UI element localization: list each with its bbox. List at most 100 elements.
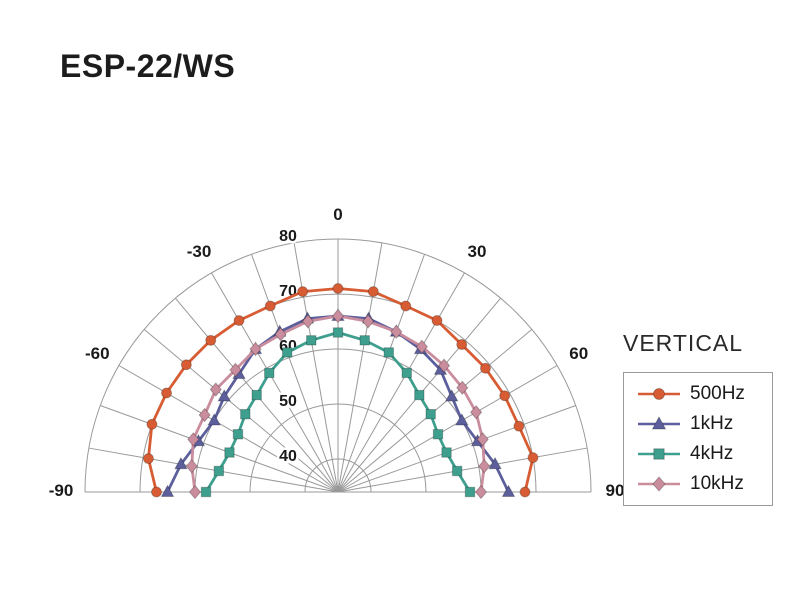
grid-spoke <box>337 254 426 493</box>
series-marker <box>146 418 158 430</box>
angle-tick-label: -60 <box>85 344 110 363</box>
legend: 500Hz 1kHz 4kHz 10kHz <box>623 372 773 506</box>
grid-arc <box>84 238 592 493</box>
series-marker <box>479 362 491 374</box>
series-10kHz <box>185 308 491 500</box>
angle-tick-label: -90 <box>49 481 74 500</box>
legend-item-label: 1kHz <box>690 413 734 434</box>
series-marker <box>425 409 436 420</box>
grid-spoke <box>337 242 383 493</box>
page-title: ESP-22/WS <box>60 48 236 84</box>
series-marker <box>476 432 489 447</box>
legend-item-10khz: 10kHz <box>636 473 760 495</box>
grid-spoke <box>118 365 339 493</box>
series-marker <box>437 358 451 373</box>
circle-marker-icon <box>638 388 680 400</box>
series-marker <box>142 453 154 465</box>
series-marker <box>240 409 251 420</box>
series-marker <box>431 315 443 327</box>
grid-spoke <box>211 272 339 493</box>
series-marker <box>454 412 469 426</box>
series-marker <box>198 407 211 423</box>
series-marker <box>301 314 315 329</box>
series-marker <box>282 347 293 358</box>
series-marker <box>415 339 429 354</box>
series-marker <box>456 380 469 395</box>
series-marker <box>331 308 345 324</box>
series-marker <box>444 389 459 402</box>
series-marker <box>653 448 665 460</box>
series-marker <box>361 314 375 329</box>
angle-tick-label: 60 <box>569 344 588 363</box>
legend-item-label: 4kHz <box>690 443 734 464</box>
series-marker <box>297 286 309 298</box>
series-marker <box>474 484 488 500</box>
series-marker <box>174 456 188 470</box>
angle-tick-label: -30 <box>187 242 212 261</box>
series-marker <box>180 359 192 371</box>
square-marker-icon <box>638 448 680 460</box>
series-marker <box>488 456 502 470</box>
angle-tick-label: 30 <box>468 242 487 261</box>
series-marker <box>207 412 222 426</box>
legend-item-label: 10kHz <box>690 473 744 494</box>
series-marker <box>306 335 317 346</box>
grid-spoke <box>337 404 576 493</box>
grid-arc <box>249 403 427 493</box>
legend-item-500hz: 500Hz <box>636 383 760 405</box>
series-marker <box>251 389 262 401</box>
grid-arc <box>304 458 372 493</box>
series-marker <box>209 382 222 397</box>
grid-spoke <box>337 272 465 493</box>
grid-spoke <box>337 447 588 493</box>
series-marker <box>274 327 287 342</box>
series-marker <box>519 486 531 498</box>
series-marker <box>232 429 244 440</box>
series-marker <box>653 388 665 400</box>
angle-tick-label: 90 <box>606 481 625 500</box>
series-marker <box>160 484 175 497</box>
series-marker <box>501 484 516 497</box>
radial-tick-label: 50 <box>279 393 297 410</box>
series-marker <box>390 324 403 340</box>
series-marker <box>464 486 476 498</box>
series-marker <box>651 415 667 430</box>
series-marker <box>401 367 412 379</box>
series-marker <box>513 420 525 432</box>
series-marker <box>332 283 344 294</box>
series-marker <box>441 447 452 458</box>
series-marker <box>478 458 491 474</box>
grid-spoke <box>293 242 339 493</box>
series-marker <box>151 486 162 498</box>
series-marker <box>205 334 217 346</box>
grid-spoke <box>337 365 558 493</box>
series-marker <box>359 335 370 346</box>
radial-tick-label: 40 <box>279 448 297 465</box>
series-marker <box>161 387 173 399</box>
series-marker <box>213 465 225 477</box>
series-marker <box>229 362 242 378</box>
series-marker <box>224 447 235 458</box>
series-marker <box>188 484 202 500</box>
grid-spoke <box>88 447 339 493</box>
series-marker <box>200 486 212 498</box>
series-marker <box>264 367 275 379</box>
series-marker <box>456 339 468 351</box>
series-marker <box>383 347 394 358</box>
legend-item-1khz: 1kHz <box>636 413 760 435</box>
series-marker <box>264 300 276 312</box>
grid-spoke <box>250 254 339 493</box>
series-marker <box>432 429 444 440</box>
series-marker <box>652 476 666 492</box>
series-marker <box>527 452 539 464</box>
series-marker <box>233 315 245 327</box>
chart-orientation-label: VERTICAL <box>623 330 744 356</box>
angle-tick-label: 0 <box>333 205 342 224</box>
series-marker <box>451 465 463 477</box>
series-marker <box>400 300 412 312</box>
legend-item-4khz: 4kHz <box>636 443 760 465</box>
series-marker <box>414 389 425 401</box>
series-marker <box>249 341 262 357</box>
series-marker <box>367 286 379 298</box>
